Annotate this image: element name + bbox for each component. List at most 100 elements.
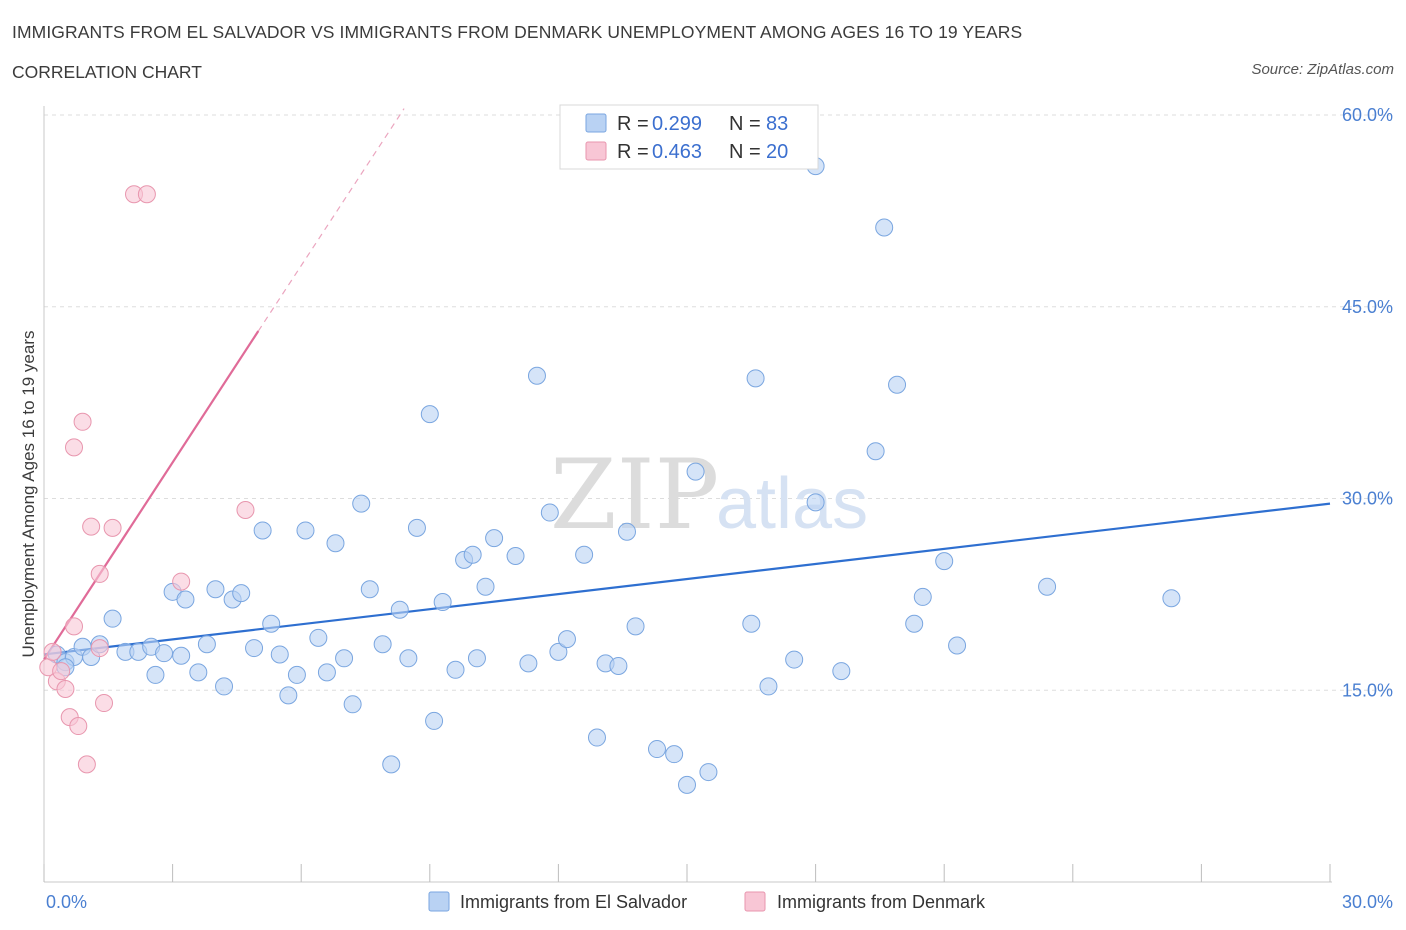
point-denmark-15 [103, 518, 122, 537]
stats-r-value-denmark: 0.463 [652, 141, 702, 163]
point-el-salvador-66 [742, 614, 761, 633]
stats-swatch-el-salvador [585, 113, 607, 133]
point-el-salvador-50 [519, 654, 538, 673]
x-axis-ticks [43, 864, 1331, 882]
trend-line-denmark-extension [257, 108, 405, 332]
point-denmark-10 [77, 755, 96, 774]
legend-label-denmark: Immigrants from Denmark [777, 892, 986, 912]
y-tick-label-1: 30.0% [1342, 489, 1393, 509]
point-denmark-18 [172, 572, 191, 591]
x-tick-label-1: 30.0% [1342, 892, 1393, 912]
point-el-salvador-10 [146, 665, 165, 684]
point-denmark-6 [65, 617, 84, 636]
trend-line-denmark [43, 330, 260, 661]
stats-r-label-1: R = [617, 113, 649, 135]
point-el-salvador-13 [172, 646, 191, 665]
legend-label-el-salvador: Immigrants from El Salvador [460, 892, 687, 912]
point-el-salvador-73 [866, 442, 885, 461]
point-el-salvador-17 [206, 580, 225, 599]
point-el-salvador-43 [446, 660, 465, 679]
point-el-salvador-69 [785, 650, 804, 669]
point-el-salvador-74 [875, 218, 894, 237]
point-el-salvador-72 [832, 662, 851, 681]
point-el-salvador-49 [506, 547, 525, 566]
point-el-salvador-77 [913, 587, 932, 606]
stats-r-label-2: R = [617, 141, 649, 163]
point-el-salvador-61 [647, 740, 666, 759]
point-el-salvador-52 [540, 503, 559, 522]
stats-legend: R = 0.299 N = 83 R = 0.463 N = 20 [559, 104, 819, 170]
point-denmark-1 [43, 642, 62, 661]
point-el-salvador-25 [279, 686, 298, 705]
point-el-salvador-51 [527, 366, 546, 385]
y-tick-label-3: 60.0% [1342, 105, 1393, 125]
x-tick-label-0: 0.0% [46, 892, 87, 912]
point-el-salvador-18 [215, 677, 234, 696]
point-denmark-7 [65, 438, 84, 457]
point-el-salvador-29 [317, 663, 336, 682]
chart-subtitle: CORRELATION CHART [12, 62, 202, 82]
point-denmark-12 [90, 639, 109, 658]
point-el-salvador-53 [549, 642, 568, 661]
point-el-salvador-6 [103, 609, 122, 628]
point-el-salvador-36 [382, 755, 401, 774]
point-el-salvador-63 [678, 775, 696, 794]
trend-lines [43, 108, 1331, 661]
point-el-salvador-41 [425, 711, 444, 730]
point-el-salvador-14 [176, 590, 195, 609]
grid-lines [44, 114, 1394, 691]
point-el-salvador-70 [806, 493, 825, 512]
point-el-salvador-30 [326, 534, 345, 553]
point-el-salvador-40 [420, 405, 439, 424]
y-axis-label: Unemployment Among Ages 16 to 19 years [19, 331, 38, 658]
stats-n-value-denmark: 20 [766, 141, 788, 163]
point-denmark-8 [69, 717, 88, 736]
series-legend: Immigrants from El Salvador Immigrants f… [428, 891, 986, 912]
point-el-salvador-78 [935, 552, 954, 571]
trend-line-el-salvador [43, 502, 1331, 656]
point-el-salvador-65 [699, 763, 718, 782]
point-el-salvador-56 [587, 728, 606, 747]
point-denmark-4 [56, 679, 75, 698]
point-denmark-9 [73, 412, 92, 431]
data-points [39, 157, 1181, 794]
point-denmark-13 [90, 564, 109, 583]
point-el-salvador-20 [232, 584, 251, 603]
axes [43, 106, 1332, 883]
point-el-salvador-33 [352, 494, 371, 513]
point-el-salvador-58 [609, 656, 628, 675]
point-el-salvador-64 [686, 462, 705, 481]
watermark: ZIP atlas [550, 439, 868, 551]
point-el-salvador-15 [189, 663, 208, 682]
point-el-salvador-46 [467, 649, 486, 668]
point-el-salvador-81 [1162, 589, 1181, 608]
point-denmark-3 [52, 662, 71, 681]
point-el-salvador-32 [343, 695, 362, 714]
point-el-salvador-21 [245, 639, 264, 658]
point-el-salvador-67 [746, 369, 765, 388]
watermark-atlas: atlas [716, 464, 868, 544]
point-el-salvador-11 [155, 644, 174, 663]
stats-r-value-el-salvador: 0.299 [652, 113, 702, 135]
stats-n-value-el-salvador: 83 [766, 113, 788, 135]
point-el-salvador-16 [197, 635, 216, 654]
point-el-salvador-76 [905, 614, 924, 633]
point-el-salvador-62 [665, 745, 684, 764]
point-el-salvador-37 [390, 600, 409, 619]
point-el-salvador-68 [759, 677, 778, 696]
point-denmark-11 [82, 517, 101, 536]
point-denmark-19 [236, 501, 255, 520]
point-el-salvador-26 [287, 665, 306, 684]
source-credit: Source: ZipAtlas.com [1251, 61, 1394, 78]
point-el-salvador-38 [399, 649, 418, 668]
point-el-salvador-22 [253, 521, 272, 540]
point-denmark-14 [95, 694, 114, 713]
legend-swatch-denmark [744, 891, 766, 912]
point-el-salvador-28 [309, 628, 328, 647]
point-el-salvador-23 [262, 614, 281, 633]
tick-labels: 15.0% 30.0% 45.0% 60.0% 0.0% 30.0% [46, 105, 1393, 912]
legend-swatch-el-salvador [428, 891, 450, 912]
point-el-salvador-24 [270, 645, 289, 664]
y-tick-label-0: 15.0% [1342, 680, 1393, 700]
point-el-salvador-34 [360, 580, 379, 599]
